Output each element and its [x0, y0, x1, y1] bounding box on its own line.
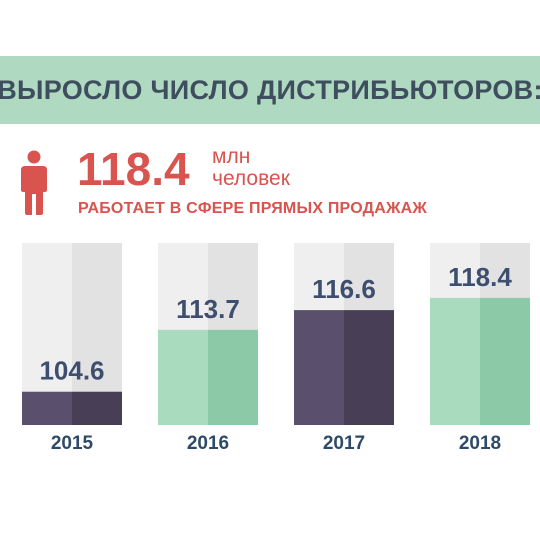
bar: [480, 297, 530, 425]
x-tick-label: 2016: [187, 433, 229, 454]
bar: [158, 329, 208, 425]
unit-people: человек: [212, 167, 290, 190]
bar: [344, 310, 394, 425]
data-label: 116.6: [312, 274, 376, 304]
bar: [430, 297, 480, 425]
data-label: 113.7: [176, 294, 240, 324]
bar: [72, 391, 122, 425]
highlight-subtitle: РАБОТАЕТ В СФЕРЕ ПРЯМЫХ ПРОДАЖАЖ: [78, 200, 428, 217]
x-tick-label: 2018: [459, 433, 501, 454]
x-tick-label: 2015: [51, 433, 94, 454]
unit-million: млн: [212, 145, 251, 168]
distributors-bar-chart: 104.6 2015 113.7 2016 116.6 2017 118.4 2018: [22, 243, 530, 454]
page-title: ВЫРОСЛО ЧИСЛО ДИСТРИБЬЮТОРОВ:: [0, 74, 540, 105]
bar: [22, 391, 72, 425]
data-label: 104.6: [39, 356, 104, 386]
x-tick-label: 2017: [323, 433, 365, 454]
highlight-value: 118.4: [77, 143, 190, 195]
person-icon: [21, 150, 47, 215]
bar: [294, 310, 344, 425]
bar: [208, 329, 258, 425]
data-label: 118.4: [448, 262, 512, 292]
header-banner: ВЫРОСЛО ЧИСЛО ДИСТРИБЬЮТОРОВ:: [0, 56, 540, 124]
